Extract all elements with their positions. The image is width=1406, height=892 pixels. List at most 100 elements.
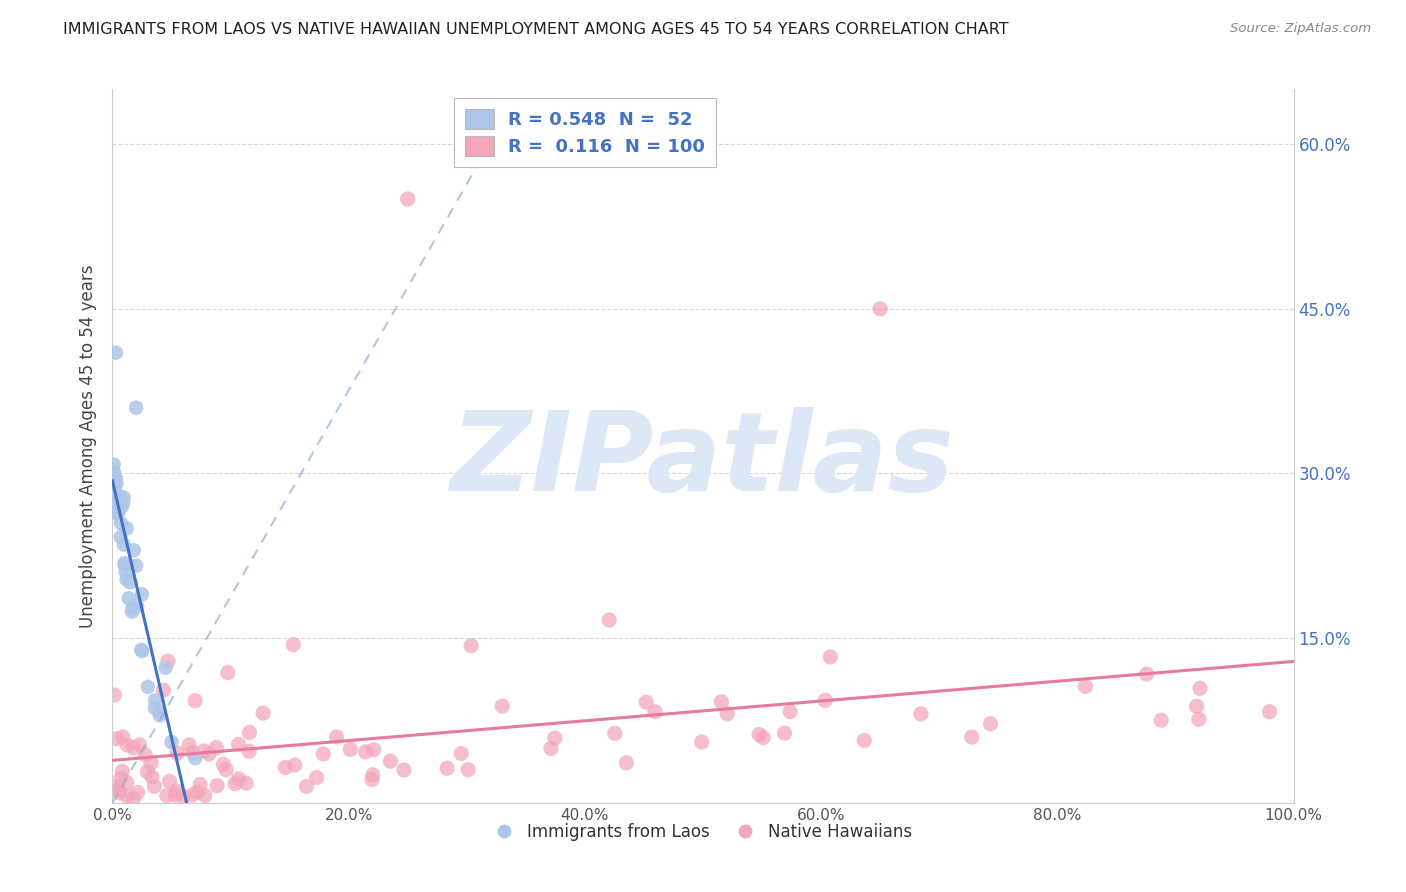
Point bbox=[111, 730, 134, 744]
Point bbox=[110, 516, 132, 531]
Point bbox=[224, 776, 246, 790]
Point bbox=[540, 741, 562, 756]
Point bbox=[105, 345, 128, 359]
Point bbox=[110, 771, 132, 785]
Point bbox=[274, 760, 297, 774]
Point bbox=[436, 761, 458, 775]
Point bbox=[105, 503, 128, 517]
Point bbox=[103, 479, 125, 493]
Point bbox=[198, 747, 221, 761]
Point bbox=[450, 747, 472, 761]
Point bbox=[773, 726, 796, 740]
Point bbox=[181, 746, 204, 760]
Point bbox=[188, 778, 211, 792]
Point bbox=[103, 458, 125, 472]
Point bbox=[136, 764, 159, 779]
Point bbox=[598, 613, 620, 627]
Point bbox=[392, 763, 415, 777]
Point bbox=[710, 695, 733, 709]
Point bbox=[125, 558, 148, 573]
Point bbox=[104, 486, 127, 500]
Point bbox=[107, 505, 129, 519]
Point bbox=[143, 780, 166, 794]
Point bbox=[283, 638, 305, 652]
Point bbox=[104, 482, 127, 496]
Point bbox=[115, 738, 138, 752]
Point bbox=[1136, 667, 1159, 681]
Point bbox=[1258, 705, 1281, 719]
Point bbox=[125, 599, 148, 614]
Point bbox=[460, 639, 482, 653]
Point bbox=[690, 735, 713, 749]
Point bbox=[131, 644, 153, 658]
Point bbox=[131, 587, 153, 601]
Text: IMMIGRANTS FROM LAOS VS NATIVE HAWAIIAN UNEMPLOYMENT AMONG AGES 45 TO 54 YEARS C: IMMIGRANTS FROM LAOS VS NATIVE HAWAIIAN … bbox=[63, 22, 1010, 37]
Point bbox=[104, 486, 127, 500]
Point bbox=[820, 649, 842, 664]
Point bbox=[779, 705, 801, 719]
Point bbox=[136, 680, 159, 694]
Point bbox=[238, 725, 260, 739]
Point bbox=[105, 731, 128, 746]
Point bbox=[105, 507, 128, 521]
Point bbox=[160, 735, 183, 749]
Point bbox=[205, 740, 228, 755]
Point bbox=[380, 754, 402, 768]
Point bbox=[1074, 679, 1097, 693]
Point bbox=[128, 738, 150, 752]
Point bbox=[457, 763, 479, 777]
Point bbox=[103, 465, 125, 479]
Point bbox=[716, 706, 738, 721]
Point bbox=[295, 779, 318, 793]
Point bbox=[149, 708, 172, 723]
Point bbox=[115, 789, 138, 803]
Point bbox=[120, 575, 142, 590]
Point bbox=[238, 744, 260, 758]
Point bbox=[339, 742, 361, 756]
Point bbox=[186, 785, 208, 799]
Point bbox=[363, 742, 385, 756]
Point bbox=[491, 699, 513, 714]
Point bbox=[118, 591, 141, 606]
Point bbox=[228, 772, 250, 786]
Point bbox=[979, 717, 1001, 731]
Point bbox=[228, 737, 250, 751]
Point bbox=[184, 694, 207, 708]
Point bbox=[212, 757, 235, 772]
Point bbox=[103, 471, 125, 485]
Point bbox=[215, 763, 238, 777]
Point bbox=[111, 764, 134, 779]
Point bbox=[103, 470, 125, 484]
Point bbox=[112, 491, 135, 505]
Point bbox=[748, 728, 770, 742]
Point bbox=[644, 705, 666, 719]
Point bbox=[869, 301, 891, 316]
Point bbox=[544, 731, 567, 745]
Point bbox=[910, 706, 932, 721]
Point bbox=[107, 504, 129, 518]
Point bbox=[114, 565, 136, 579]
Point bbox=[107, 780, 129, 794]
Point bbox=[361, 772, 384, 787]
Point bbox=[235, 776, 257, 790]
Point bbox=[616, 756, 638, 770]
Point bbox=[1188, 712, 1211, 726]
Point bbox=[177, 738, 200, 752]
Point bbox=[165, 789, 187, 803]
Point bbox=[112, 496, 135, 510]
Point bbox=[114, 558, 136, 572]
Point bbox=[156, 789, 179, 803]
Text: Source: ZipAtlas.com: Source: ZipAtlas.com bbox=[1230, 22, 1371, 36]
Point bbox=[149, 705, 172, 719]
Point bbox=[127, 785, 149, 799]
Legend: Immigrants from Laos, Native Hawaiians: Immigrants from Laos, Native Hawaiians bbox=[486, 817, 920, 848]
Point bbox=[122, 791, 145, 805]
Point bbox=[752, 731, 775, 745]
Point bbox=[141, 770, 163, 784]
Point bbox=[107, 783, 129, 797]
Point bbox=[104, 491, 127, 505]
Point bbox=[853, 733, 876, 747]
Point bbox=[122, 543, 145, 558]
Point bbox=[105, 476, 128, 491]
Point bbox=[105, 500, 128, 514]
